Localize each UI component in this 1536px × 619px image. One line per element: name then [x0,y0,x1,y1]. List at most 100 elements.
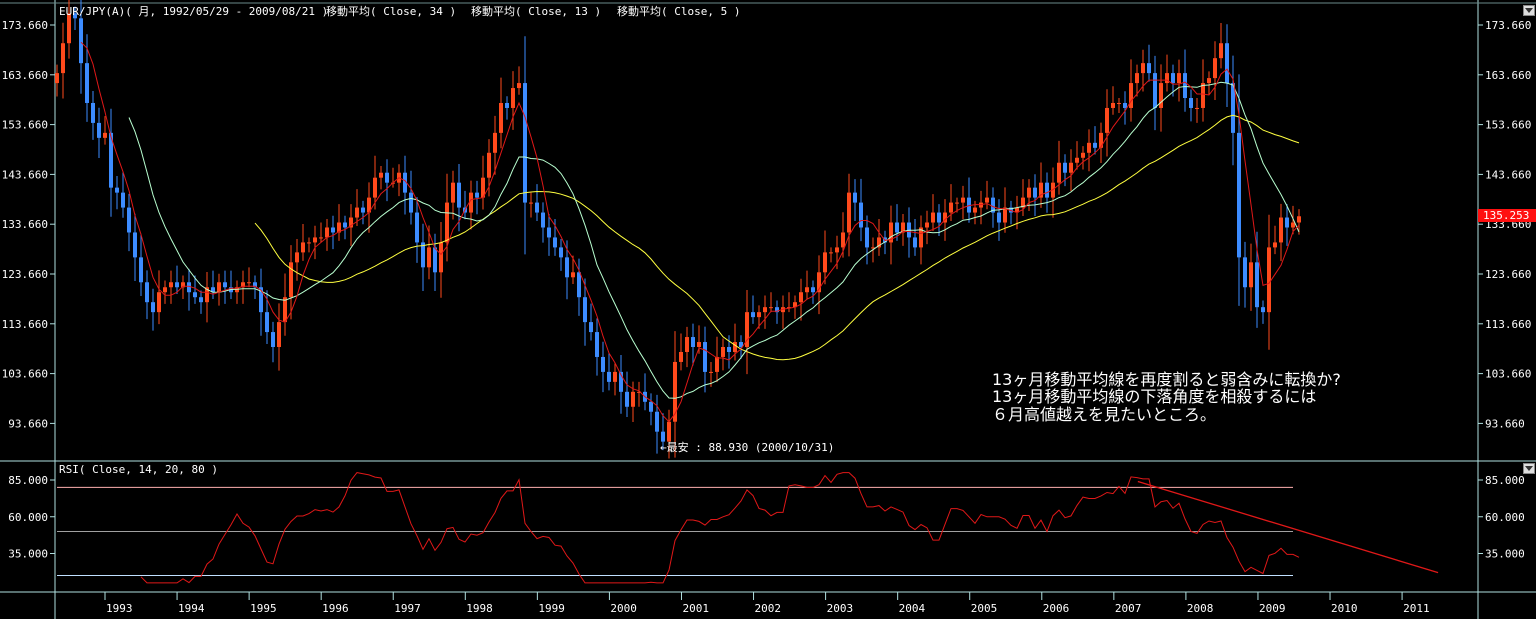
legend-ma5: 移動平均( Close, 5 ) [617,4,740,18]
candle-up [973,207,977,213]
candle-up [985,197,989,203]
candle-up [1279,217,1283,243]
candle-down [1033,187,1037,198]
candle-up [961,197,965,203]
candle-up [1015,207,1019,213]
candle-up [709,371,713,373]
legend-ma34: 移動平均( Close, 34 ) [326,4,456,18]
y-tick-label-left: 163.660 [2,69,48,82]
candle-up [205,287,209,303]
candle-down [1189,98,1193,108]
candle-down [199,297,203,303]
candle-up [67,13,71,44]
candle-up [733,342,737,352]
x-tick-label: 2011 [1403,602,1430,615]
candle-up [1075,157,1079,163]
candle-up [511,88,515,108]
candle-up [487,152,491,178]
candle-down [967,197,971,213]
candle-up [1249,262,1253,288]
candle-down [1045,182,1049,198]
candle-down [415,212,419,243]
price-panel-menu-button[interactable] [1523,5,1535,16]
moving-averages [80,41,1300,423]
candle-down [79,18,83,64]
candle-down [253,282,257,288]
y-tick-label-left: 123.660 [2,268,48,281]
candle-up [1141,63,1145,74]
candle-up [799,292,803,303]
x-tick-label: 1993 [106,602,133,615]
candle-down [187,282,191,293]
x-tick-label: 1995 [250,602,277,615]
candle-down [661,431,665,442]
candle-up [451,182,455,203]
candles [55,0,1301,459]
candle-down [1153,73,1157,108]
candle-down [403,172,407,193]
candle-up [1207,78,1211,84]
rsi-panel-menu-button[interactable] [1523,463,1535,474]
ma34-line [254,114,1300,361]
candle-up [1057,162,1061,183]
candle-down [1231,83,1235,133]
candle-down [601,356,605,372]
y-tick-label-left: 133.660 [2,218,48,231]
y-tick-label-left: 153.660 [2,119,48,132]
x-tick-label: 2001 [682,602,709,615]
x-tick-label: 2009 [1259,602,1286,615]
candle-down [115,187,119,193]
candle-down [211,287,215,293]
candle-up [445,202,449,243]
candle-down [535,202,539,213]
candle-up [571,272,575,278]
candle-up [289,262,293,298]
candle-down [133,232,137,258]
candle-up [1111,102,1115,108]
y-tick-label-left: 93.660 [8,417,48,430]
candle-down [1285,217,1289,228]
x-tick-label: 1994 [178,602,205,615]
candle-up [1021,197,1025,208]
candle-up [241,282,245,288]
candle-up [793,302,797,308]
candle-down [865,227,869,248]
candle-down [85,63,89,103]
candle-up [763,307,767,313]
candle-down [139,257,143,283]
candle-down [655,411,659,432]
candle-up [103,132,107,138]
candle-up [1267,247,1271,313]
rsi-tick-label-left: 60.000 [8,511,48,524]
candle-up [1081,152,1085,158]
candle-down [331,227,335,233]
candle-up [1195,107,1199,109]
candle-down [175,282,179,288]
candle-up [1177,73,1181,84]
candle-down [1225,43,1229,84]
candle-down [583,297,587,323]
last-price-badge [1478,209,1536,222]
x-tick-label: 1999 [538,602,565,615]
candle-up [631,391,635,407]
axes: 173.660 173.660 163.660 163.660 153.660 153.6… [2,19,1532,615]
candle-up [517,83,521,89]
candle-up [1297,216,1301,223]
candle-down [271,332,275,348]
candle-down [1063,162,1067,173]
candle-up [529,202,533,204]
candle-up [283,297,287,323]
candle-up [373,177,377,198]
candle-up [379,172,383,178]
candle-up [439,242,443,273]
candle-up [307,242,311,244]
rsi-tick-label-right: 35.000 [1485,548,1525,561]
candle-down [523,83,527,203]
x-tick-label: 2007 [1115,602,1142,615]
candle-down [475,192,479,198]
candle-down [913,237,917,248]
candle-up [355,207,359,218]
candle-up [889,222,893,243]
last-price-label: 135.253 [1483,209,1529,222]
